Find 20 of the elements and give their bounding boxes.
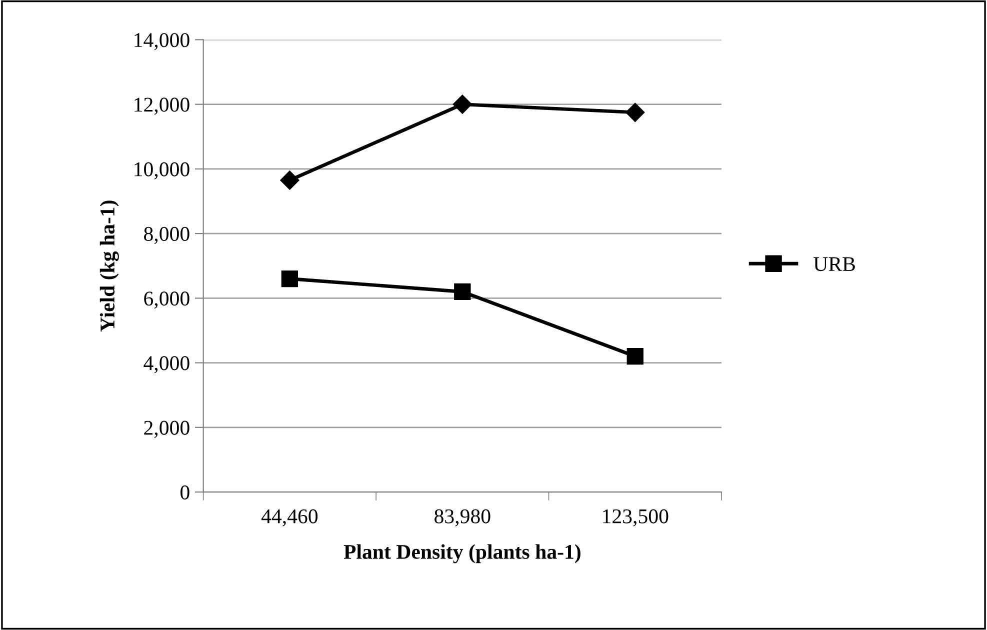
y-tick-label: 14,000 bbox=[134, 33, 190, 50]
y-tick-label: 0 bbox=[180, 485, 190, 500]
y-tick-label: 2,000 bbox=[144, 420, 190, 438]
point bbox=[626, 102, 645, 122]
point bbox=[281, 270, 298, 288]
y-tick-label: 4,000 bbox=[144, 356, 190, 374]
point bbox=[626, 348, 644, 365]
point bbox=[280, 170, 300, 190]
y-tick-label: 10,000 bbox=[134, 162, 190, 180]
x-tick-label: 123,500 bbox=[603, 509, 668, 526]
y-tick-label: 8,000 bbox=[144, 226, 190, 244]
y-tick-label: 12,000 bbox=[134, 98, 190, 115]
legend-label: URB bbox=[814, 257, 855, 272]
point bbox=[454, 283, 471, 300]
y-axis-title: Yield (kg ha-1) bbox=[100, 200, 119, 332]
y-tick-label: 6,000 bbox=[144, 292, 190, 309]
x-axis-title: Plant Density (plants ha-1) bbox=[344, 544, 580, 564]
x-tick-label: 83,980 bbox=[434, 509, 490, 526]
x-tick-label: 44,460 bbox=[261, 509, 318, 526]
point bbox=[452, 94, 472, 114]
